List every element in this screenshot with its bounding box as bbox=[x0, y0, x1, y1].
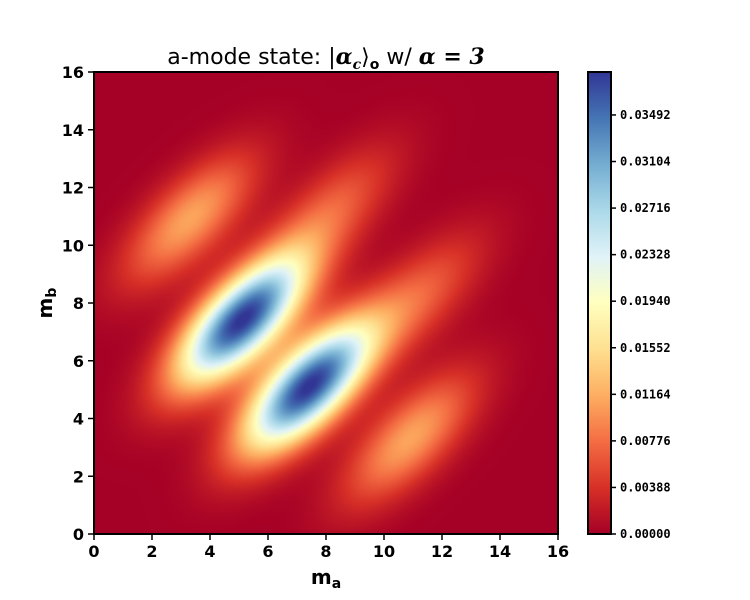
colorbar-tick-label: 0.01940 bbox=[620, 294, 671, 308]
colorbar-tick-label: 0.03492 bbox=[620, 108, 671, 122]
colorbar-tick-label: 0.03104 bbox=[620, 155, 671, 169]
colorbar-gradient bbox=[588, 72, 611, 534]
y-axis-ticks: 0 2 4 6 8 10 12 14 16 bbox=[62, 63, 94, 544]
x-tick-label: 16 bbox=[547, 542, 569, 561]
chart-title: a-mode state: |αc⟩o w/ α = 3 bbox=[167, 44, 484, 73]
x-tick-label: 6 bbox=[262, 542, 273, 561]
colorbar-tick-label: 0.00388 bbox=[620, 480, 671, 494]
x-axis-ticks: 0 2 4 6 8 10 12 14 16 bbox=[88, 534, 569, 561]
colorbar-ticks: 0.00000 0.00388 0.00776 0.01164 0.01552 0.019… bbox=[611, 108, 671, 541]
colorbar: 0.00000 0.00388 0.00776 0.01164 0.01552 0.019… bbox=[587, 71, 671, 541]
colorbar-tick-label: 0.02716 bbox=[620, 201, 671, 215]
x-tick-label: 14 bbox=[489, 542, 511, 561]
colorbar-tick-label: 0.01552 bbox=[620, 341, 671, 355]
x-tick-label: 2 bbox=[146, 542, 157, 561]
x-tick-label: 0 bbox=[88, 542, 99, 561]
colorbar-tick-label: 0.02328 bbox=[620, 248, 671, 262]
x-tick-label: 8 bbox=[320, 542, 331, 561]
heatmap-plot-area: 0 2 4 6 8 10 12 14 16 0 2 4 6 8 10 12 14 16 bbox=[62, 63, 569, 561]
y-axis-label: mb bbox=[33, 288, 60, 319]
y-tick-label: 8 bbox=[73, 294, 84, 313]
x-tick-label: 12 bbox=[431, 542, 453, 561]
heatmap-image bbox=[94, 72, 558, 534]
x-tick-label: 10 bbox=[373, 542, 395, 561]
y-tick-label: 12 bbox=[62, 179, 84, 198]
x-axis-label: ma bbox=[311, 565, 341, 592]
colorbar-tick-label: 0.00776 bbox=[620, 434, 671, 448]
y-tick-label: 6 bbox=[73, 352, 84, 371]
y-tick-label: 4 bbox=[73, 410, 84, 429]
y-tick-label: 16 bbox=[62, 63, 84, 82]
y-tick-label: 10 bbox=[62, 236, 84, 255]
y-tick-label: 14 bbox=[62, 121, 84, 140]
y-tick-label: 2 bbox=[73, 467, 84, 486]
y-tick-label: 0 bbox=[73, 525, 84, 544]
colorbar-tick-label: 0.01164 bbox=[620, 387, 671, 401]
colorbar-frame bbox=[587, 71, 612, 535]
x-tick-label: 4 bbox=[204, 542, 215, 561]
colorbar-tick-label: 0.00000 bbox=[620, 527, 671, 541]
